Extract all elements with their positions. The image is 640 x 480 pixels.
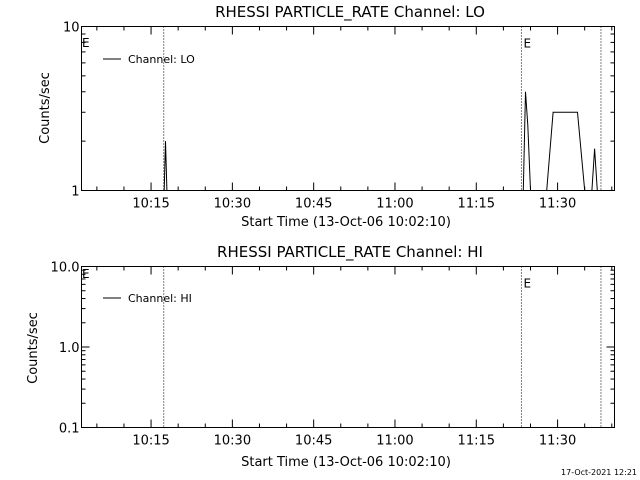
y-tick-label: 1: [71, 185, 79, 200]
x-tick-label: 11:00: [376, 197, 413, 212]
plot-frame: [81, 266, 615, 428]
x-tick-label: 11:15: [458, 197, 495, 212]
y-axis-label: Counts/sec: [38, 72, 53, 144]
corner-label: E: [82, 36, 90, 50]
legend-label: Channel: HI: [128, 292, 192, 305]
panel-hi: RHESSI PARTICLE_RATE Channel: HI Counts/…: [26, 243, 615, 470]
x-tick-label: 11:30: [539, 197, 576, 212]
legend: Channel: LO: [103, 53, 195, 66]
x-tick-label: 10:30: [214, 197, 251, 212]
event-marker-label: E: [523, 277, 531, 291]
x-tick-label: 10:45: [295, 197, 332, 212]
footer-timestamp: 17-Oct-2021 12:21: [561, 468, 637, 477]
x-tick-label: 11:00: [376, 434, 413, 449]
plot-content: 10:15 10:30 10:45 11:00 11:15 11:30 0.1 1.0 10.0…: [51, 261, 615, 449]
event-marker-label: E: [523, 37, 531, 51]
chart-title: RHESSI PARTICLE_RATE Channel: LO: [215, 3, 485, 22]
x-tick-label: 10:15: [132, 434, 169, 449]
x-tick-label: 11:15: [458, 434, 495, 449]
legend-label: Channel: LO: [128, 53, 195, 66]
y-tick-label: 10: [63, 21, 80, 36]
corner-label: E: [82, 267, 90, 281]
x-axis-label: Start Time (13-Oct-06 10:02:10): [241, 455, 451, 470]
y-axis-label: Counts/sec: [26, 312, 41, 384]
series-line: [163, 91, 598, 191]
x-axis-label: Start Time (13-Oct-06 10:02:10): [241, 215, 451, 230]
x-tick-label: 10:45: [295, 434, 332, 449]
panel-lo: RHESSI PARTICLE_RATE Channel: LO Counts/…: [38, 3, 615, 230]
plot-frame: [81, 26, 615, 191]
y-tick-label: 0.1: [59, 422, 80, 437]
legend: Channel: HI: [103, 292, 192, 305]
chart-title: RHESSI PARTICLE_RATE Channel: HI: [217, 243, 483, 262]
x-tick-label: 11:30: [539, 434, 576, 449]
y-tick-label: 10.0: [51, 261, 80, 276]
x-tick-label: 10:30: [214, 434, 251, 449]
y-tick-label: 1.0: [59, 341, 80, 356]
x-tick-label: 10:15: [132, 197, 169, 212]
